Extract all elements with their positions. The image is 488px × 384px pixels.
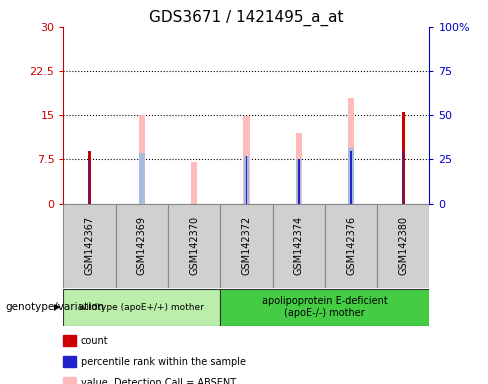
Text: wildtype (apoE+/+) mother: wildtype (apoE+/+) mother bbox=[80, 303, 204, 312]
Text: value, Detection Call = ABSENT: value, Detection Call = ABSENT bbox=[81, 378, 236, 384]
FancyBboxPatch shape bbox=[377, 204, 429, 288]
Text: GSM142372: GSM142372 bbox=[242, 216, 251, 275]
Title: GDS3671 / 1421495_a_at: GDS3671 / 1421495_a_at bbox=[149, 9, 344, 25]
Text: percentile rank within the sample: percentile rank within the sample bbox=[81, 357, 245, 367]
Text: genotype/variation: genotype/variation bbox=[5, 302, 104, 312]
Bar bbox=[348, 98, 354, 204]
Text: GSM142376: GSM142376 bbox=[346, 216, 356, 275]
Bar bbox=[191, 162, 197, 204]
Bar bbox=[89, 159, 90, 204]
Bar bbox=[139, 154, 144, 204]
FancyBboxPatch shape bbox=[63, 204, 116, 288]
Bar bbox=[139, 115, 145, 204]
FancyBboxPatch shape bbox=[220, 289, 429, 326]
FancyBboxPatch shape bbox=[220, 204, 273, 288]
Bar bbox=[296, 159, 302, 204]
Bar bbox=[298, 159, 300, 204]
Text: GSM142374: GSM142374 bbox=[294, 216, 304, 275]
Bar bbox=[402, 112, 405, 204]
Text: count: count bbox=[81, 336, 108, 346]
FancyBboxPatch shape bbox=[63, 289, 220, 326]
Bar bbox=[244, 156, 249, 204]
Bar bbox=[296, 133, 302, 204]
Bar bbox=[245, 156, 247, 204]
Text: GSM142369: GSM142369 bbox=[137, 216, 147, 275]
FancyBboxPatch shape bbox=[168, 204, 220, 288]
Text: apolipoprotein E-deficient
(apoE-/-) mother: apolipoprotein E-deficient (apoE-/-) mot… bbox=[262, 296, 388, 318]
Bar bbox=[403, 151, 404, 204]
Bar bbox=[350, 151, 352, 204]
Bar bbox=[88, 151, 91, 204]
FancyBboxPatch shape bbox=[116, 204, 168, 288]
Text: GSM142380: GSM142380 bbox=[398, 216, 408, 275]
Text: GSM142370: GSM142370 bbox=[189, 216, 199, 275]
FancyBboxPatch shape bbox=[325, 204, 377, 288]
FancyBboxPatch shape bbox=[273, 204, 325, 288]
Bar bbox=[244, 116, 249, 204]
Bar bbox=[348, 147, 354, 204]
Text: GSM142367: GSM142367 bbox=[84, 216, 95, 275]
